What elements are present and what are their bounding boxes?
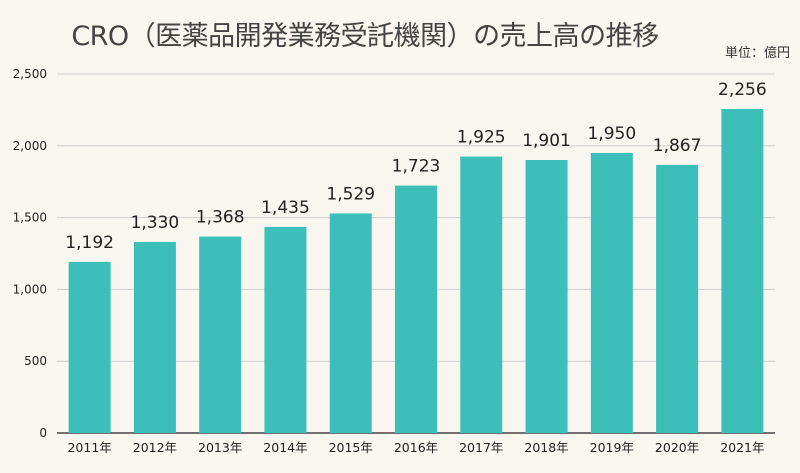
x-tick-label: 2015年 bbox=[329, 440, 373, 455]
data-label: 1,723 bbox=[392, 157, 441, 177]
data-label: 1,925 bbox=[457, 128, 506, 148]
data-label: 1,368 bbox=[196, 208, 245, 228]
data-label: 1,192 bbox=[65, 233, 114, 253]
bar bbox=[656, 164, 699, 433]
bar bbox=[133, 242, 176, 433]
data-label: 1,435 bbox=[261, 198, 310, 218]
bar bbox=[68, 261, 111, 433]
chart-title: CRO（医薬品開発業務受託機関）の売上高の推移 bbox=[71, 21, 659, 52]
bar bbox=[264, 226, 307, 433]
y-tick-label: 0 bbox=[39, 426, 47, 440]
x-tick-label: 2011年 bbox=[67, 440, 111, 455]
data-label: 1,867 bbox=[653, 136, 702, 156]
bar bbox=[395, 185, 437, 433]
data-label: 1,529 bbox=[326, 184, 375, 204]
y-tick-label: 1,000 bbox=[13, 282, 47, 296]
bar bbox=[590, 152, 633, 434]
x-tick-label: 2021年 bbox=[720, 440, 764, 455]
x-tick-label: 2018年 bbox=[524, 440, 568, 455]
x-tick-label: 2014年 bbox=[263, 440, 307, 455]
bar bbox=[329, 213, 372, 433]
x-tick-label: 2012年 bbox=[133, 440, 177, 455]
x-tick-label: 2017年 bbox=[459, 440, 503, 455]
x-tick-label: 2020年 bbox=[655, 440, 699, 455]
bar bbox=[525, 160, 568, 433]
unit-label: 単位：億円 bbox=[724, 46, 790, 61]
x-tick-label: 2016年 bbox=[394, 440, 438, 455]
y-tick-label: 500 bbox=[24, 354, 47, 368]
y-tick-label: 1,500 bbox=[13, 211, 47, 225]
x-tick-label: 2013年 bbox=[198, 440, 242, 455]
data-label: 1,901 bbox=[522, 131, 571, 151]
bar bbox=[460, 156, 503, 433]
y-tick-label: 2,000 bbox=[13, 139, 47, 153]
bar bbox=[721, 109, 764, 434]
data-label: 1,950 bbox=[587, 124, 636, 144]
x-tick-label: 2019年 bbox=[590, 440, 634, 455]
data-label: 1,330 bbox=[131, 213, 180, 233]
data-label: 2,256 bbox=[718, 80, 767, 100]
y-tick-label: 2,500 bbox=[13, 67, 47, 81]
bar bbox=[199, 236, 242, 433]
